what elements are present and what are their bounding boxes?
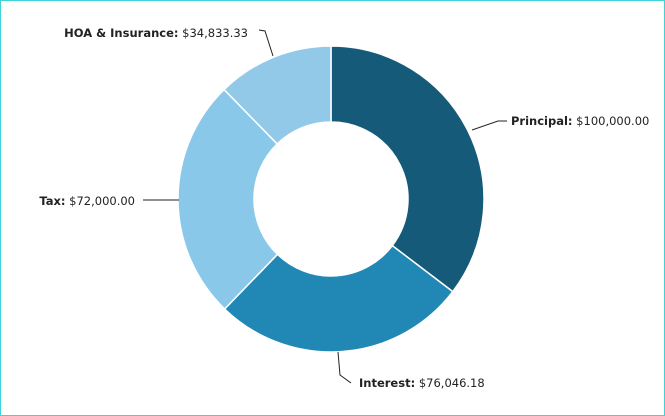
- slice-hoa-insurance[interactable]: [223, 45, 332, 145]
- leader-line-interest: [337, 351, 352, 384]
- slice-interest[interactable]: [223, 244, 454, 353]
- data-label-interest: Interest: $76,046.18: [359, 376, 485, 390]
- leader-line-hoa-insurance: [258, 29, 274, 57]
- data-label-principal: Principal: $100,000.00: [511, 114, 649, 128]
- slice-principal[interactable]: [330, 45, 485, 293]
- leader-line-principal: [471, 120, 507, 131]
- slice-tax[interactable]: [177, 88, 279, 311]
- data-label-tax: Tax: $72,000.00: [39, 194, 135, 208]
- data-label-hoa-insurance: HOA & Insurance: $34,833.33: [64, 26, 248, 40]
